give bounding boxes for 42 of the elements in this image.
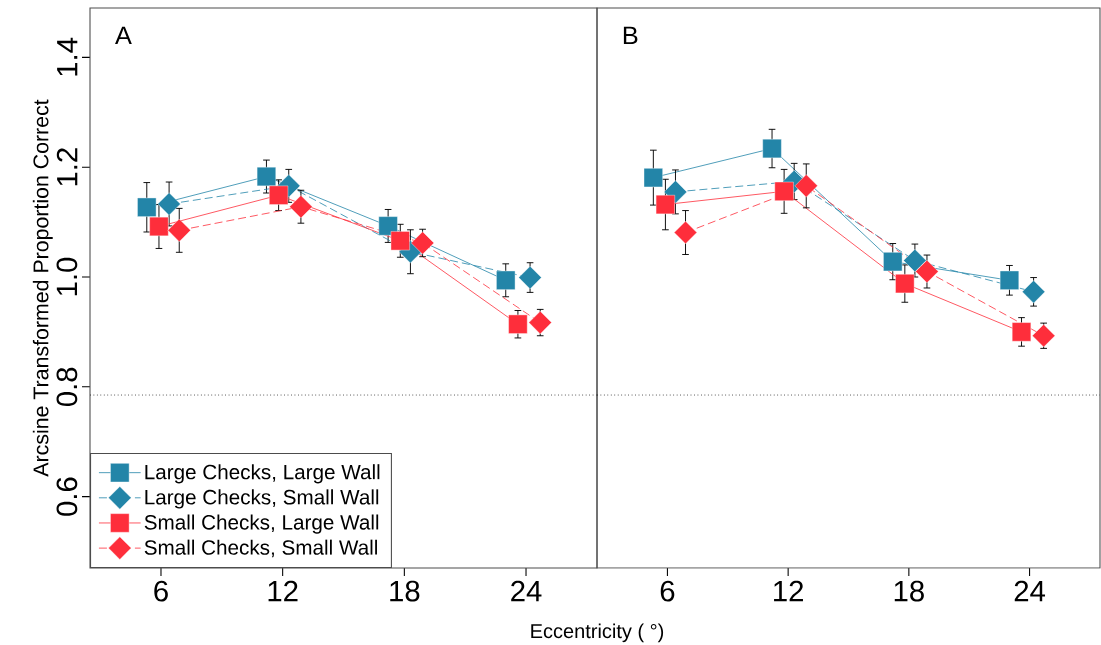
point xyxy=(149,216,169,237)
point xyxy=(528,311,552,335)
point xyxy=(674,221,698,245)
legend-label: Small Checks, Large Wall xyxy=(144,514,379,534)
y-tick-label: 1.4 xyxy=(57,37,78,76)
x-tick-label: 18 xyxy=(390,580,420,602)
legend-label: Large Checks, Small Wall xyxy=(145,489,379,509)
point xyxy=(289,195,313,219)
point xyxy=(883,252,903,272)
y-tick-label: 0.6 xyxy=(56,477,78,516)
x-tick-label: 24 xyxy=(1014,580,1046,602)
x-tick-label: 18 xyxy=(894,580,924,602)
point xyxy=(1032,324,1056,348)
point xyxy=(999,270,1019,290)
text: B xyxy=(623,26,638,45)
x-tick-label: 6 xyxy=(154,580,168,602)
y-axis-title: Arcsine Transformed Proportion Correct xyxy=(32,99,53,477)
x-tick-label: 6 xyxy=(660,580,675,602)
y-tick-label: 0.8 xyxy=(56,367,78,407)
point xyxy=(378,216,398,236)
point xyxy=(508,314,528,334)
point xyxy=(518,266,542,290)
point xyxy=(157,192,181,216)
legend-label: Small Checks, Small Wall xyxy=(144,539,377,558)
point xyxy=(1012,322,1032,342)
legend-label: Large Checks, Large Wall xyxy=(145,464,380,484)
x-tick-label: 12 xyxy=(774,580,803,602)
point xyxy=(1022,280,1046,304)
point xyxy=(496,270,516,290)
point xyxy=(256,167,276,187)
point xyxy=(655,195,675,215)
y-tick-label: 1.2 xyxy=(56,148,78,186)
point xyxy=(762,139,782,159)
x-tick-label: 24 xyxy=(511,580,542,602)
text: A xyxy=(115,26,132,45)
point xyxy=(137,197,157,217)
y-tick-label: 1.0 xyxy=(56,257,78,296)
point xyxy=(643,168,663,188)
point xyxy=(167,218,191,242)
x-axis-title: Eccentricity ( °) xyxy=(531,623,664,643)
point xyxy=(895,274,915,294)
x-tick-label: 12 xyxy=(268,580,298,602)
